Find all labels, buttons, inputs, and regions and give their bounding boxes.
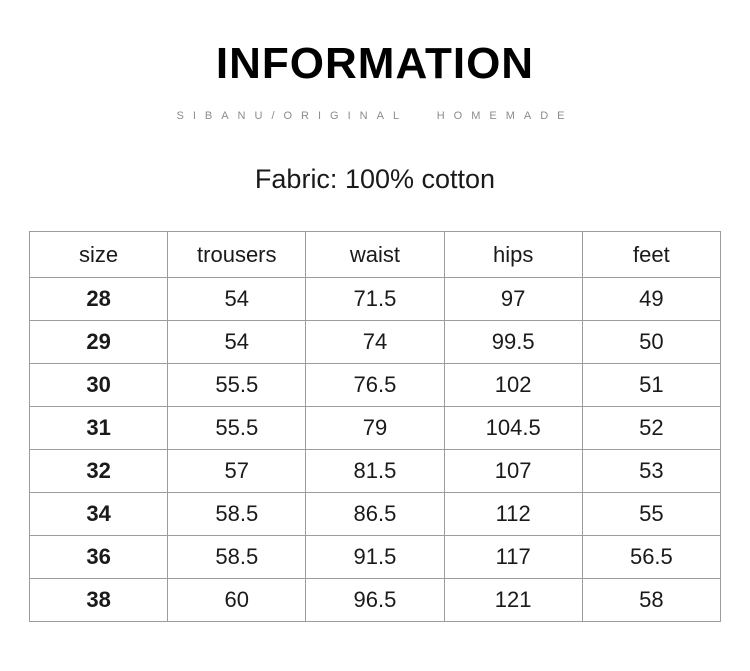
- size-value: 29: [28, 320, 169, 364]
- size-chart-header: size trousers waist hips feet: [28, 231, 722, 278]
- column-header-hips: hips: [443, 231, 583, 278]
- trousers-value: 55.5: [167, 406, 307, 450]
- feet-value: 51: [581, 363, 722, 407]
- trousers-value: 54: [167, 320, 307, 364]
- waist-value: 79: [305, 406, 445, 450]
- hips-value: 112: [443, 492, 583, 536]
- size-value: 38: [28, 578, 169, 622]
- waist-value: 96.5: [305, 578, 445, 622]
- waist-value: 91.5: [305, 535, 445, 579]
- column-header-trousers: trousers: [167, 231, 307, 278]
- hips-value: 107: [443, 449, 583, 493]
- header-row: size trousers waist hips feet: [28, 231, 722, 278]
- size-value: 32: [28, 449, 169, 493]
- table-row: 29 54 74 99.5 50: [28, 320, 722, 364]
- feet-value: 52: [581, 406, 722, 450]
- hips-value: 99.5: [443, 320, 583, 364]
- table-row: 32 57 81.5 107 53: [28, 449, 722, 493]
- hips-value: 102: [443, 363, 583, 407]
- waist-value: 74: [305, 320, 445, 364]
- trousers-value: 60: [167, 578, 307, 622]
- feet-value: 50: [581, 320, 722, 364]
- page-title: INFORMATION: [215, 39, 535, 88]
- size-value: 30: [28, 363, 169, 407]
- hips-value: 97: [443, 277, 583, 321]
- size-chart-body: 28 54 71.5 97 49 29 54 74 99.5 50 30 55.5 76.5 102 51 3…: [28, 277, 722, 622]
- trousers-value: 55.5: [167, 363, 307, 407]
- fabric-info: Fabric: 100% cotton: [254, 164, 496, 194]
- feet-value: 49: [581, 277, 722, 321]
- table-row: 31 55.5 79 104.5 52: [28, 406, 722, 450]
- column-header-waist: waist: [305, 231, 445, 278]
- hips-value: 104.5: [443, 406, 583, 450]
- waist-value: 81.5: [305, 449, 445, 493]
- feet-value: 56.5: [581, 535, 722, 579]
- table-row: 28 54 71.5 97 49: [28, 277, 722, 321]
- feet-value: 58: [581, 578, 722, 622]
- waist-value: 86.5: [305, 492, 445, 536]
- table-row: 36 58.5 91.5 117 56.5: [28, 535, 722, 579]
- hips-value: 121: [443, 578, 583, 622]
- table-row: 30 55.5 76.5 102 51: [28, 363, 722, 407]
- feet-value: 53: [581, 449, 722, 493]
- size-value: 28: [28, 277, 169, 321]
- column-header-feet: feet: [581, 231, 722, 278]
- brand-subtitle: SIBANU/ORIGINAL HOMEMADE: [176, 110, 574, 122]
- table-row: 38 60 96.5 121 58: [28, 578, 722, 622]
- hips-value: 117: [443, 535, 583, 579]
- trousers-value: 57: [167, 449, 307, 493]
- waist-value: 76.5: [305, 363, 445, 407]
- size-value: 34: [28, 492, 169, 536]
- waist-value: 71.5: [305, 277, 445, 321]
- table-row: 34 58.5 86.5 112 55: [28, 492, 722, 536]
- trousers-value: 54: [167, 277, 307, 321]
- size-value: 31: [28, 406, 169, 450]
- size-chart-table: size trousers waist hips feet 28 54 71.5 97 49 29…: [28, 231, 722, 622]
- trousers-value: 58.5: [167, 535, 307, 579]
- size-value: 36: [28, 535, 169, 579]
- column-header-size: size: [28, 231, 169, 278]
- trousers-value: 58.5: [167, 492, 307, 536]
- feet-value: 55: [581, 492, 722, 536]
